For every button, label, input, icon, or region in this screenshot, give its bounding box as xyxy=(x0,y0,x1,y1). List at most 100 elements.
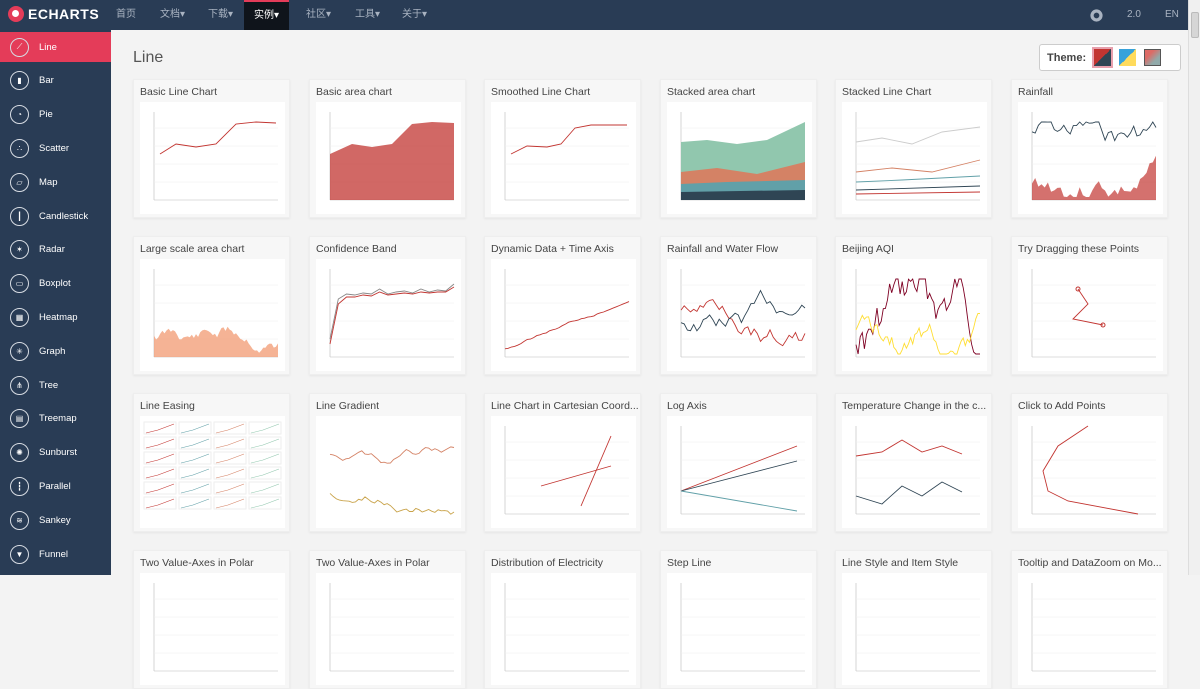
card-thumbnail[interactable] xyxy=(316,259,461,371)
nav-item[interactable]: 社区▾ xyxy=(306,9,332,20)
nav-item[interactable]: 关于▾ xyxy=(402,9,428,20)
card-thumbnail[interactable] xyxy=(140,102,285,214)
example-card[interactable]: Beijing AQI xyxy=(835,236,992,375)
theme-dark[interactable] xyxy=(1144,49,1162,66)
card-title: Large scale area chart xyxy=(140,243,245,255)
main-content: Line Theme: Basic Line Chart Basic area c… xyxy=(111,30,1188,689)
card-thumbnail[interactable] xyxy=(491,102,636,214)
sidebar-item-funnel[interactable]: ▼ Funnel xyxy=(0,539,111,569)
card-thumbnail[interactable] xyxy=(316,416,461,528)
example-card[interactable]: Tooltip and DataZoom on Mo... xyxy=(1011,550,1168,689)
example-card[interactable]: Stacked area chart xyxy=(660,79,817,218)
card-thumbnail[interactable] xyxy=(842,259,987,371)
sidebar-item-heatmap[interactable]: ▦ Heatmap xyxy=(0,302,111,332)
page-title: Line xyxy=(133,49,164,66)
example-card[interactable]: Line Chart in Cartesian Coord... xyxy=(484,393,641,532)
theme-light[interactable] xyxy=(1119,49,1137,66)
card-thumbnail[interactable] xyxy=(667,102,812,214)
sidebar-item-sankey[interactable]: ≋ Sankey xyxy=(0,505,111,535)
tree-icon: ⋔ xyxy=(10,375,29,395)
nav-item[interactable]: 下载▾ xyxy=(208,9,234,20)
sidebar-item-parallel[interactable]: ┇ Parallel xyxy=(0,471,111,501)
example-card[interactable]: Basic Line Chart xyxy=(133,79,290,218)
card-thumbnail[interactable] xyxy=(667,416,812,528)
example-card[interactable]: Log Axis xyxy=(660,393,817,532)
card-title: Two Value-Axes in Polar xyxy=(140,557,254,569)
card-thumbnail[interactable] xyxy=(1018,573,1163,685)
card-thumbnail[interactable] xyxy=(667,573,812,685)
example-card[interactable]: Step Line xyxy=(660,550,817,689)
scrollbar-thumb[interactable] xyxy=(1191,12,1199,38)
example-card[interactable]: Line Easing xyxy=(133,393,290,532)
card-title: Log Axis xyxy=(667,400,707,412)
card-thumbnail[interactable] xyxy=(667,259,812,371)
example-card[interactable]: Dynamic Data + Time Axis xyxy=(484,236,641,375)
card-title: Rainfall and Water Flow xyxy=(667,243,779,255)
card-thumbnail[interactable] xyxy=(842,102,987,214)
sidebar-item-sunburst[interactable]: ✺ Sunburst xyxy=(0,438,111,468)
echarts-logo[interactable]: ECHARTS xyxy=(8,6,99,22)
example-card[interactable]: Smoothed Line Chart xyxy=(484,79,641,218)
card-thumbnail[interactable] xyxy=(140,573,285,685)
example-card[interactable]: Two Value-Axes in Polar xyxy=(133,550,290,689)
card-title: Temperature Change in the c... xyxy=(842,400,987,412)
theme-default[interactable] xyxy=(1092,47,1114,68)
card-title: Confidence Band xyxy=(316,243,397,255)
card-thumbnail[interactable] xyxy=(842,573,987,685)
sidebar-item-bar[interactable]: ▮ Bar xyxy=(0,66,111,96)
example-card[interactable]: Line Gradient xyxy=(309,393,466,532)
graph-icon: ✳ xyxy=(10,341,29,361)
example-card[interactable]: Two Value-Axes in Polar xyxy=(309,550,466,689)
example-card[interactable]: Line Style and Item Style xyxy=(835,550,992,689)
card-title: Stacked area chart xyxy=(667,86,756,98)
version-link[interactable]: 2.0 xyxy=(1127,9,1141,20)
example-card[interactable]: Basic area chart xyxy=(309,79,466,218)
example-card[interactable]: Rainfall xyxy=(1011,79,1168,218)
card-thumbnail[interactable] xyxy=(316,102,461,214)
sidebar-item-boxplot[interactable]: ▭ Boxplot xyxy=(0,269,111,299)
card-thumbnail[interactable] xyxy=(842,416,987,528)
card-title: Distribution of Electricity xyxy=(491,557,604,569)
card-thumbnail[interactable] xyxy=(1018,416,1163,528)
card-thumbnail[interactable] xyxy=(140,259,285,371)
card-thumbnail[interactable] xyxy=(491,259,636,371)
example-card[interactable]: Temperature Change in the c... xyxy=(835,393,992,532)
sidebar-item-candlestick[interactable]: ┃ Candlestick xyxy=(0,201,111,231)
sidebar-item-scatter[interactable]: ∴ Scatter xyxy=(0,133,111,163)
sidebar-item-graph[interactable]: ✳ Graph xyxy=(0,336,111,366)
bar-chart-icon: ▮ xyxy=(10,71,29,91)
example-card[interactable]: Confidence Band xyxy=(309,236,466,375)
card-thumbnail[interactable] xyxy=(491,416,636,528)
language-switch[interactable]: EN xyxy=(1165,9,1179,20)
sidebar-item-treemap[interactable]: ▤ Treemap xyxy=(0,404,111,434)
github-icon[interactable] xyxy=(1090,0,1103,35)
sidebar-item-radar[interactable]: ✶ Radar xyxy=(0,235,111,265)
sidebar-item-tree[interactable]: ⋔ Tree xyxy=(0,370,111,400)
card-thumbnail[interactable] xyxy=(491,573,636,685)
sidebar-item-label: Sunburst xyxy=(39,447,78,459)
card-thumbnail[interactable] xyxy=(140,416,285,528)
scrollbar[interactable] xyxy=(1188,0,1200,575)
nav-item[interactable]: 工具▾ xyxy=(355,9,381,20)
card-title: Stacked Line Chart xyxy=(842,86,932,98)
example-card[interactable]: Try Dragging these Points xyxy=(1011,236,1168,375)
card-thumbnail[interactable] xyxy=(1018,102,1163,214)
card-title: Dynamic Data + Time Axis xyxy=(491,243,614,255)
nav-item[interactable]: 文档▾ xyxy=(160,9,186,20)
example-card[interactable]: Rainfall and Water Flow xyxy=(660,236,817,375)
nav-item[interactable]: 实例▾ xyxy=(244,0,290,30)
card-title: Line Chart in Cartesian Coord... xyxy=(491,400,639,412)
sidebar-item-label: Line xyxy=(39,41,57,53)
card-thumbnail[interactable] xyxy=(316,573,461,685)
example-card[interactable]: Stacked Line Chart xyxy=(835,79,992,218)
example-card[interactable]: Click to Add Points xyxy=(1011,393,1168,532)
sidebar-item-line[interactable]: ⟋ Line xyxy=(0,32,111,62)
example-card[interactable]: Large scale area chart xyxy=(133,236,290,375)
card-thumbnail[interactable] xyxy=(1018,259,1163,371)
example-card[interactable]: Distribution of Electricity xyxy=(484,550,641,689)
top-nav: ECHARTS 首页 文档▾ 下载▾ 实例▾ 社区▾ 工具▾ 关于▾ 2.0 EN xyxy=(0,0,1188,30)
sidebar-item-pie[interactable]: ◔ Pie xyxy=(0,100,111,130)
sidebar-item-map[interactable]: ▱ Map xyxy=(0,167,111,197)
sidebar-item-label: Parallel xyxy=(39,480,71,492)
nav-item[interactable]: 首页 xyxy=(116,9,136,20)
